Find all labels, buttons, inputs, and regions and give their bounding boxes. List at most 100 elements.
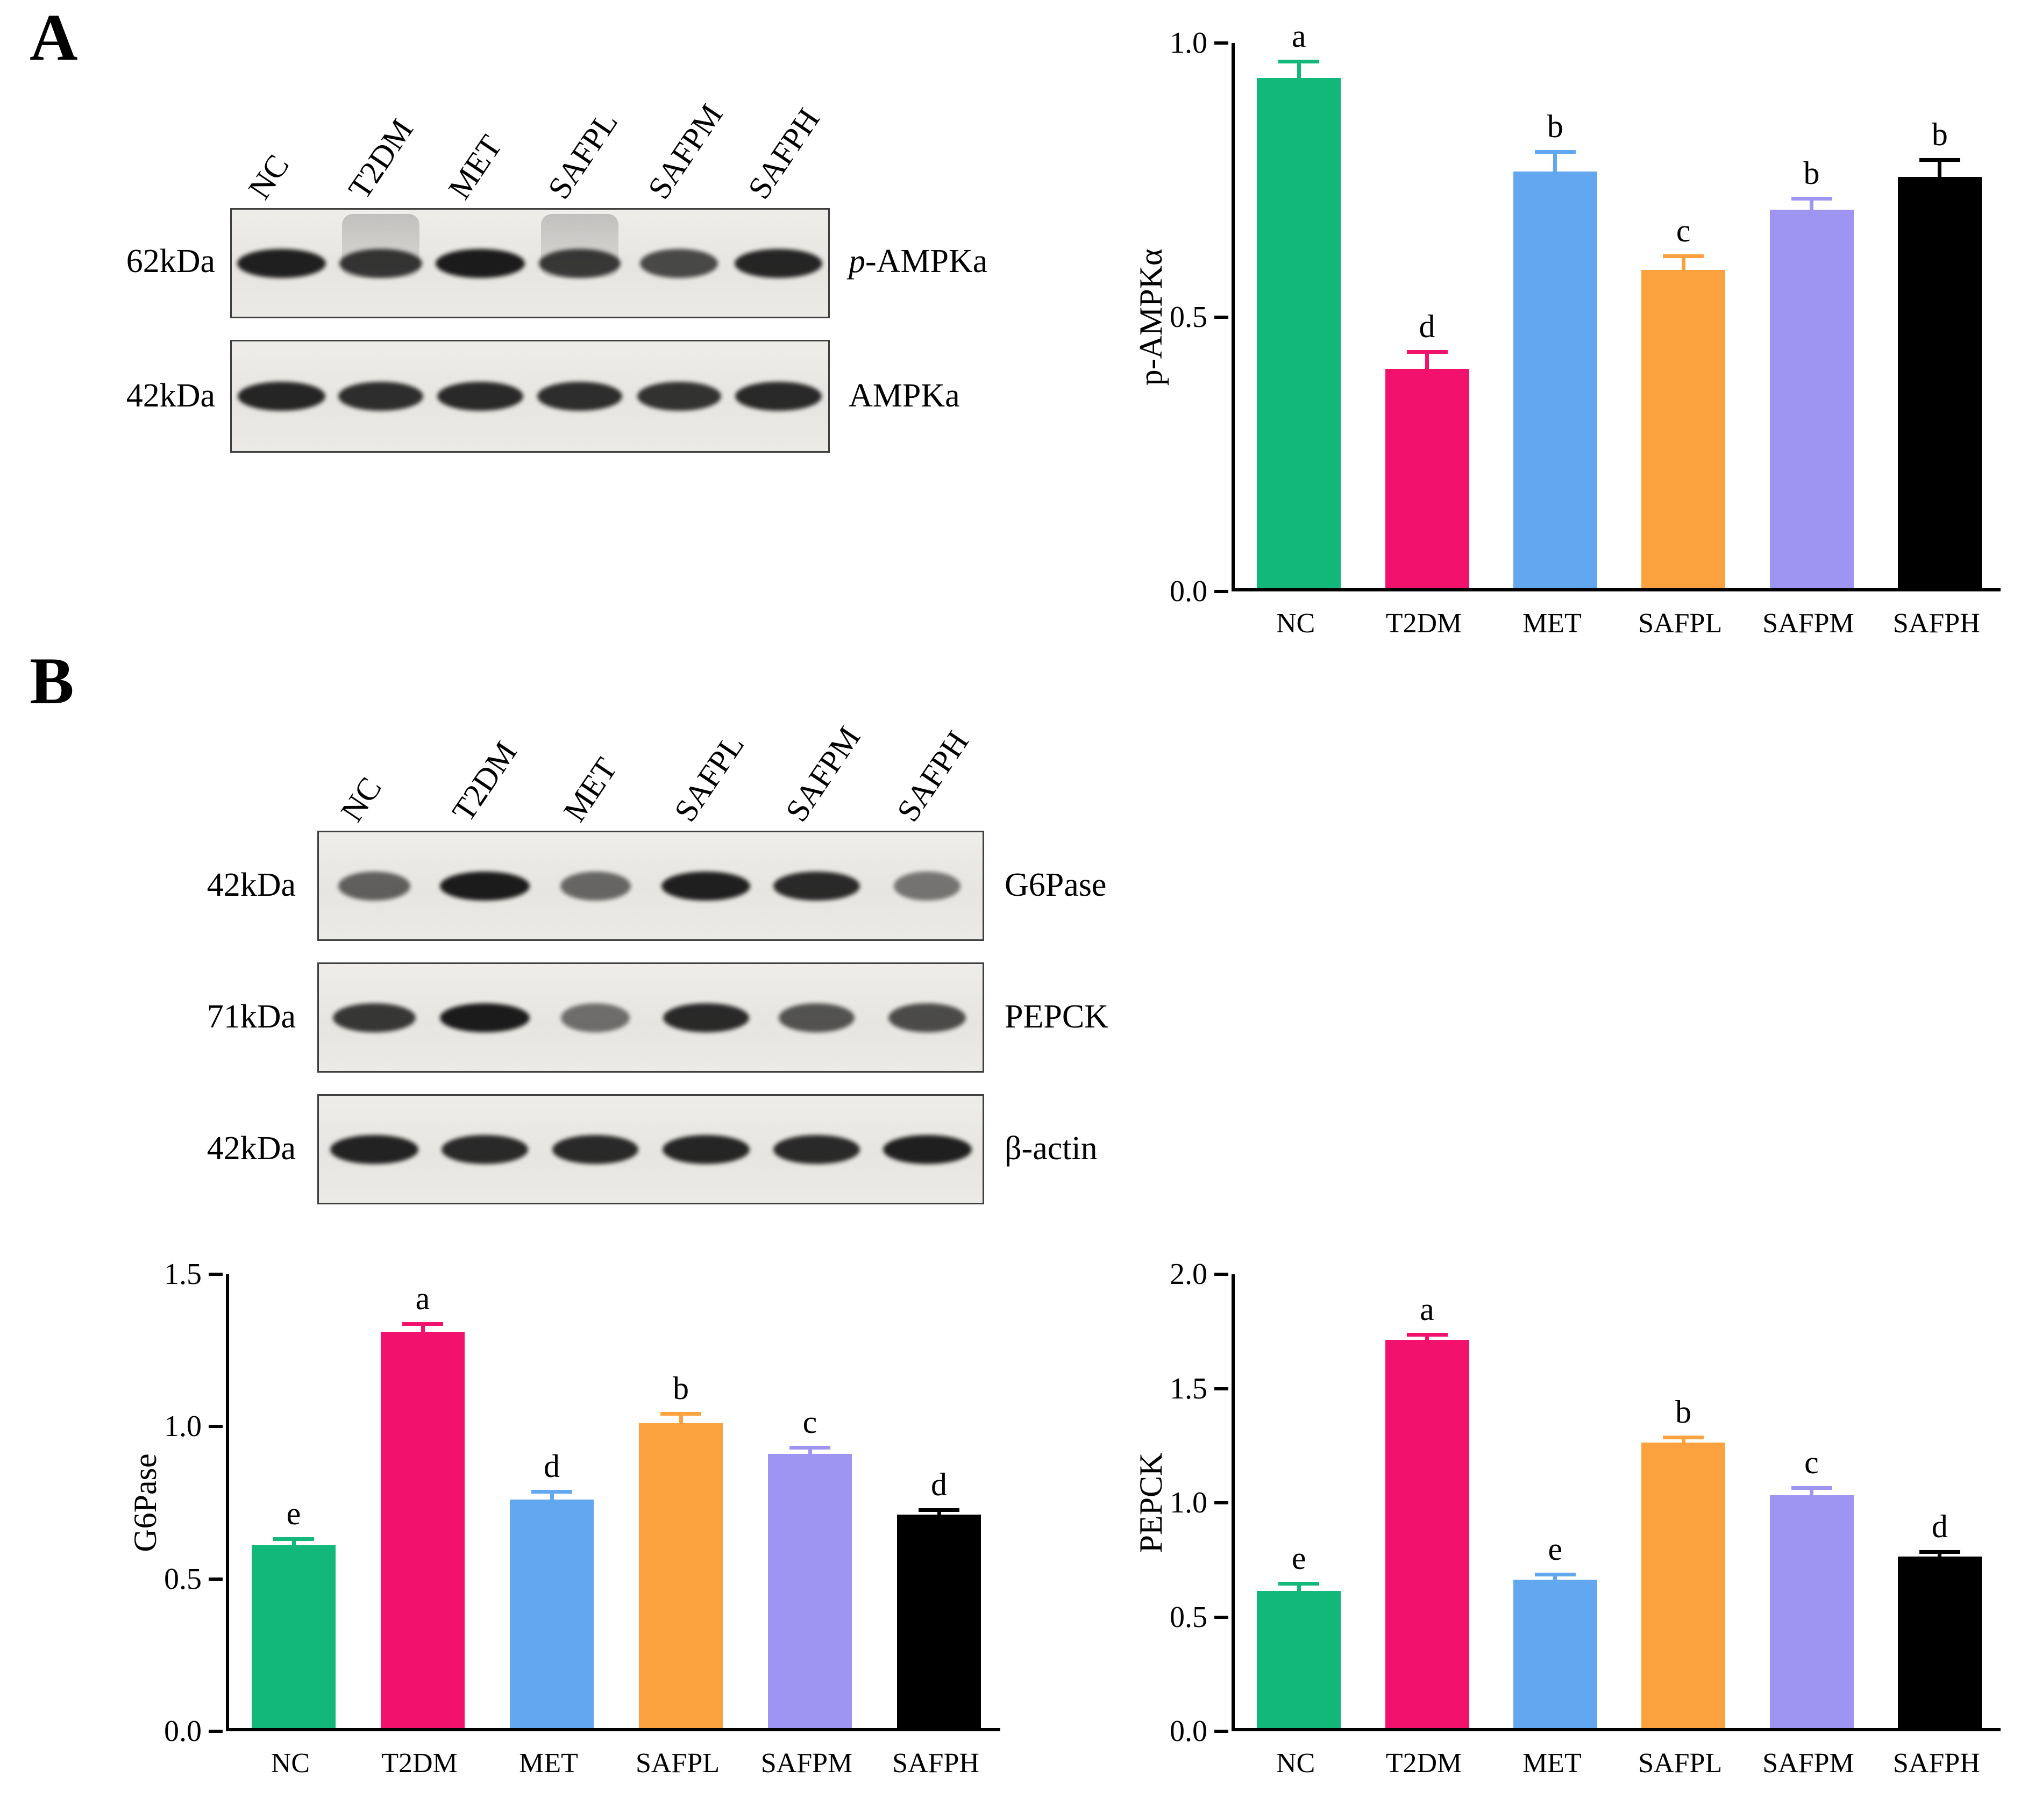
y-tick xyxy=(1214,1730,1228,1733)
significance-letter: d xyxy=(544,1448,560,1484)
blot-band xyxy=(238,382,325,411)
bar-safpm xyxy=(768,1454,852,1728)
x-axis-label: T2DM xyxy=(1385,608,1462,639)
lane-label: MET xyxy=(556,751,624,828)
x-axis-label: MET xyxy=(519,1748,578,1779)
plot-area: e a e b c d xyxy=(1232,1274,2001,1731)
error-bar-cap xyxy=(1791,1486,1832,1490)
blot-band xyxy=(773,871,860,901)
protein-label: AMPKa xyxy=(849,377,960,414)
error-bar-cap xyxy=(1278,1582,1320,1586)
lane-label: SAFPH xyxy=(890,724,976,828)
x-axis-label: NC xyxy=(1276,1748,1315,1779)
blot-band xyxy=(662,1134,750,1164)
error-bar xyxy=(1297,1584,1301,1591)
significance-letter: b xyxy=(1931,117,1948,153)
x-axis-label: SAFPM xyxy=(760,1748,853,1779)
bar-safpm xyxy=(1769,210,1854,588)
protein-label: p-AMPKa xyxy=(849,243,988,280)
beta-actin-blot-image xyxy=(317,1094,984,1204)
significance-letter: e xyxy=(1291,1540,1306,1576)
error-bar xyxy=(1425,352,1429,369)
y-tick xyxy=(209,1273,223,1276)
blot-band xyxy=(435,248,525,278)
y-tick xyxy=(1214,1387,1228,1390)
y-tick-label: 1.0 xyxy=(1170,1486,1207,1519)
blot-band xyxy=(893,871,961,901)
y-tick-label: 0.0 xyxy=(164,1715,202,1748)
significance-letter: b xyxy=(673,1371,689,1407)
blot-band xyxy=(663,1003,749,1032)
panel-a-lane-labels: NC T2DM MET SAFPL SAFPM SAFPH xyxy=(230,60,830,205)
bar-nc xyxy=(252,1545,336,1728)
significance-letter: e xyxy=(1548,1531,1563,1567)
lane-label: SAFPM xyxy=(641,97,730,205)
error-bar-cap xyxy=(1791,196,1832,201)
y-axis-title: PEPCK xyxy=(1133,1452,1169,1553)
x-axis-label: SAFPH xyxy=(892,1748,979,1779)
error-bar-cap xyxy=(1534,150,1576,154)
y-tick xyxy=(1214,1501,1228,1504)
lane-label: SAFPL xyxy=(541,105,625,205)
significance-letter: b xyxy=(1803,155,1820,191)
blot-band xyxy=(560,871,631,901)
error-bar-cap xyxy=(273,1537,314,1541)
x-axis-label: MET xyxy=(1522,1748,1582,1779)
error-bar-cap xyxy=(531,1489,572,1494)
error-bar xyxy=(1553,1575,1557,1580)
y-axis-title: p-AMPKα xyxy=(1133,248,1169,386)
error-bar-cap xyxy=(1406,350,1448,354)
error-bar xyxy=(1681,256,1685,270)
blot-band xyxy=(773,1134,860,1164)
x-axis-label: NC xyxy=(1276,608,1315,639)
significance-letter: d xyxy=(1419,309,1435,345)
error-bar-cap xyxy=(1534,1573,1576,1577)
blot-band xyxy=(330,1134,418,1164)
significance-letter: a xyxy=(415,1281,430,1317)
error-bar-cap xyxy=(660,1412,701,1416)
error-bar-cap xyxy=(919,1508,959,1512)
p-ampka-chart: a d b c b b 0.0 0.5 1.0 p-AMPKα NC T2DM MET SAFPL SAFP… xyxy=(1108,20,2035,704)
bar-safpl xyxy=(1641,1442,1726,1728)
bar-t2dm xyxy=(381,1332,465,1728)
lane-label: SAFPH xyxy=(741,102,827,205)
blot-band xyxy=(779,1003,855,1032)
blot-band xyxy=(339,248,423,278)
error-bar xyxy=(937,1510,941,1515)
g6pase-blot-image xyxy=(317,831,984,941)
y-tick-label: 0.5 xyxy=(1170,301,1207,334)
blot-band xyxy=(338,871,410,901)
bar-safpl xyxy=(1641,270,1726,588)
x-axis-label: SAFPM xyxy=(1762,608,1854,639)
y-tick-label: 2.0 xyxy=(1170,1258,1207,1291)
error-bar xyxy=(808,1447,812,1454)
bar-nc xyxy=(1257,78,1341,588)
protein-label: PEPCK xyxy=(1005,998,1108,1035)
lane-label: T2DM xyxy=(445,735,524,828)
x-axis-label: NC xyxy=(271,1748,310,1779)
kda-label: 42kDa xyxy=(126,377,215,414)
significance-letter: d xyxy=(931,1466,947,1502)
lane-label: SAFPM xyxy=(778,720,867,828)
pepck-chart: e a e b c d 0.0 0.5 1.0 1.5 2.0 PEPCK NC T2DM MET SAFPL… xyxy=(1097,1253,2035,1817)
significance-letter: e xyxy=(286,1495,301,1531)
y-tick xyxy=(1214,316,1228,319)
error-bar xyxy=(1810,198,1813,210)
blot-band xyxy=(237,248,326,278)
y-tick xyxy=(209,1730,223,1733)
error-bar xyxy=(1938,1552,1942,1557)
bar-t2dm xyxy=(1385,1339,1469,1728)
error-bar-cap xyxy=(1663,254,1704,258)
blot-band xyxy=(537,382,623,411)
x-axis-label: T2DM xyxy=(1385,1748,1462,1779)
lane-label: NC xyxy=(334,770,389,828)
blot-band xyxy=(332,1003,416,1032)
error-bar-cap xyxy=(1663,1436,1704,1440)
x-axis-label: SAFPH xyxy=(1892,608,1980,639)
error-bar xyxy=(291,1539,296,1545)
g6pase-chart: e a d b c d 0.0 0.5 1.0 1.5 G6Pase NC T2DM MET SAFPL SA… xyxy=(91,1253,1022,1817)
bar-safpm xyxy=(1769,1495,1854,1728)
error-bar-cap xyxy=(789,1445,830,1450)
protein-label: β-actin xyxy=(1005,1130,1098,1167)
bar-safph xyxy=(1897,1557,1982,1728)
